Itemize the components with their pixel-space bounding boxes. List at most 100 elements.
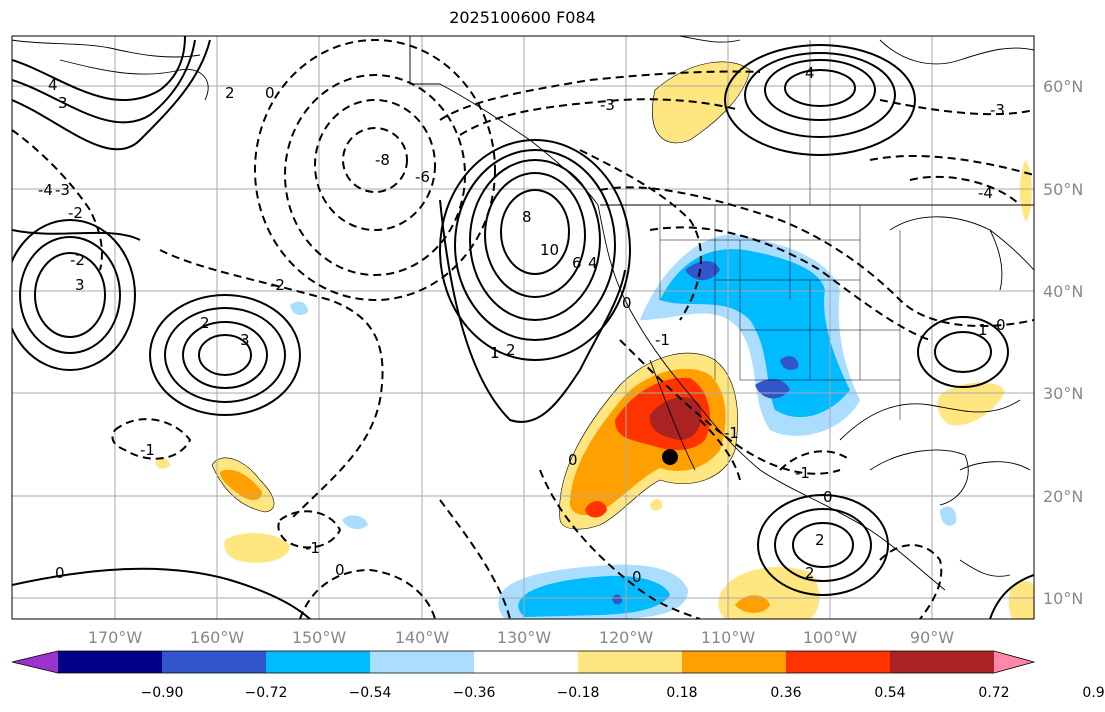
contour-label: -6 — [415, 168, 430, 186]
contour-label: 0 — [622, 294, 632, 312]
lon-tick-label: 160°W — [190, 628, 245, 647]
contour-label: 4 — [588, 254, 598, 272]
contour-low-west-4 — [198, 334, 252, 376]
contour-west-edge-2 — [19, 236, 121, 354]
lon-tick-label: 150°W — [292, 628, 347, 647]
contour-label: 1 — [490, 344, 500, 362]
contour-label: -1 — [140, 441, 155, 459]
colorbar-tick-label: 0.90 — [1082, 685, 1105, 701]
contour-high-2 — [439, 139, 631, 361]
lon-tick-label: 120°W — [599, 628, 654, 647]
contour-label: -1 — [795, 464, 810, 482]
contour-neg-low-2 — [254, 39, 496, 301]
contour-label: 2 — [815, 531, 825, 549]
lon-tick-label: 140°W — [395, 628, 450, 647]
contour-label: 0 — [568, 451, 578, 469]
contour-label: -3 — [990, 101, 1005, 119]
contour-label: 1 — [978, 321, 988, 339]
contour-label: 0 — [632, 568, 642, 586]
colorbar-segment — [786, 651, 890, 673]
colorbar-extend-max — [994, 651, 1034, 673]
contour-label: -3 — [55, 181, 70, 199]
contour-neg-low-3 — [314, 99, 436, 231]
contour-south-2 — [774, 508, 872, 582]
colorbar-segment — [370, 651, 474, 673]
contour-east-2 — [934, 331, 992, 373]
colorbar: −0.90 −0.72 −0.54 −0.36 −0.18 0.18 0.36 … — [11, 650, 1105, 701]
contour-label: 4 — [48, 76, 58, 94]
contour-label: 3 — [58, 94, 68, 112]
shaded-fields — [155, 61, 1034, 619]
colorbar-extend-min — [12, 651, 58, 673]
contour-low-west-3 — [182, 321, 268, 389]
lon-tick-label: 110°W — [701, 628, 756, 647]
colorbar-segment — [682, 651, 786, 673]
contour-neg-low-1 — [284, 74, 466, 276]
contour-north-1 — [724, 44, 916, 156]
contour-neg-low-4 — [342, 127, 408, 193]
colorbar-tick-label: −0.18 — [557, 685, 600, 701]
contour-label: -4 — [38, 181, 53, 199]
contour-label: -2 — [68, 204, 83, 222]
gridlines — [12, 36, 1034, 619]
contour-label: 2 — [805, 564, 815, 582]
contour-west-edge-3 — [34, 252, 106, 338]
contour-high-10 — [500, 189, 570, 275]
lat-tick-label: 50°N — [1043, 180, 1083, 199]
contour-label: 2 — [225, 84, 235, 102]
contour-label: 1 — [490, 344, 500, 362]
contour-east-1 — [917, 316, 1009, 388]
contour-label: -2 — [270, 276, 285, 294]
contour-label: 2 — [200, 314, 210, 332]
colorbar-segment — [266, 651, 370, 673]
contour-label: 0 — [823, 488, 833, 506]
lon-axis: 170°W 160°W 150°W 140°W 130°W 120°W 110°… — [88, 628, 954, 647]
contour-label: 0 — [335, 561, 345, 579]
map-area — [12, 36, 1034, 619]
contour-south-1 — [757, 494, 889, 596]
contour-north-2 — [744, 52, 896, 138]
map-frame — [11, 35, 1035, 620]
colorbar-tick-label: −0.90 — [141, 685, 184, 701]
lon-tick-label: 100°W — [803, 628, 858, 647]
contour-label: 2 — [506, 341, 516, 359]
contour-label: 6 — [572, 254, 582, 272]
contour-south-3 — [792, 522, 854, 568]
contour-label: 3 — [240, 331, 250, 349]
lat-axis: 60°N 50°N 40°N 30°N 20°N 10°N — [1043, 77, 1083, 608]
contour-north-4 — [784, 69, 856, 107]
page-title: 2025100600 F084 — [449, 8, 596, 27]
lon-tick-label: 170°W — [88, 628, 143, 647]
contour-label: 8 — [522, 208, 532, 226]
solid-contours — [12, 36, 1034, 619]
contour-label: -8 — [375, 151, 390, 169]
colorbar-segment — [162, 651, 266, 673]
colorbar-tick-label: 0.36 — [770, 685, 801, 701]
lat-tick-label: 10°N — [1043, 589, 1083, 608]
dashed-contours — [12, 39, 1034, 619]
contour-label: -3 — [600, 96, 615, 114]
contour-label: -1 — [305, 539, 320, 557]
colorbar-tick-label: −0.72 — [245, 685, 288, 701]
contour-label: 4 — [805, 64, 815, 82]
contour-label: -1 — [655, 331, 670, 349]
contour-label: 0 — [996, 316, 1006, 334]
lat-tick-label: 20°N — [1043, 487, 1083, 506]
contour-label: 0 — [265, 84, 275, 102]
contour-north-3 — [764, 59, 876, 121]
contour-label: -1 — [724, 424, 739, 442]
contour-label: 3 — [75, 276, 85, 294]
contour-label: 10 — [540, 241, 559, 259]
contour-low-west-1 — [149, 294, 301, 416]
storm-center-dot — [662, 449, 678, 465]
contour-high-4 — [454, 149, 616, 341]
colorbar-segment — [58, 651, 162, 673]
lat-tick-label: 60°N — [1043, 77, 1083, 96]
lat-tick-label: 30°N — [1043, 384, 1083, 403]
contour-label: -2 — [70, 251, 85, 269]
colorbar-tick-label: 0.54 — [874, 685, 905, 701]
colorbar-tick-label: −0.36 — [453, 685, 496, 701]
contour-label: -4 — [978, 184, 993, 202]
colorbar-segment — [578, 651, 682, 673]
